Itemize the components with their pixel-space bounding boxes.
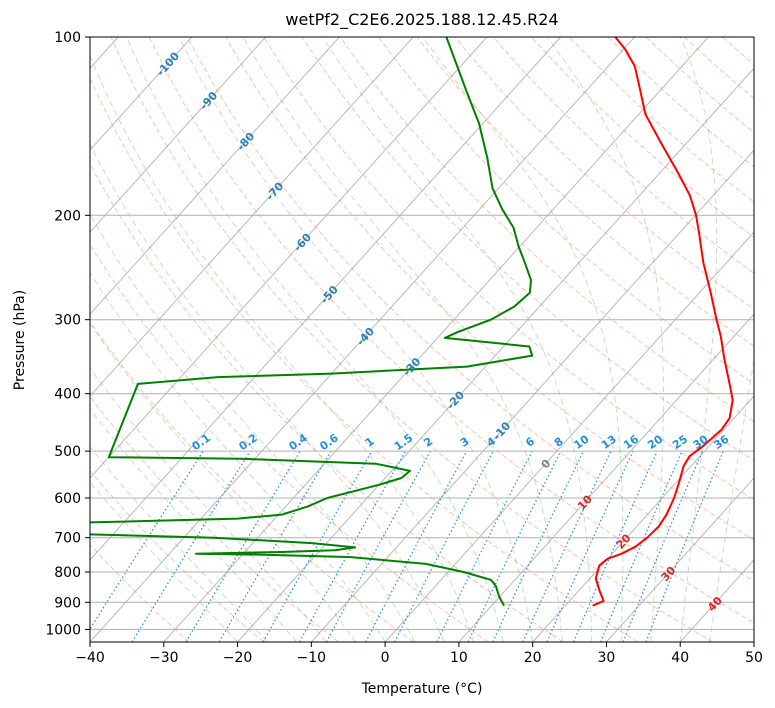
isotherm-line	[90, 37, 635, 642]
mixing-ratio-line	[365, 450, 468, 642]
x-tick-label: 20	[524, 650, 542, 666]
y-tick-label: 300	[54, 313, 81, 329]
moist-adiabat-line	[90, 272, 386, 642]
pressure-gridlines	[90, 37, 754, 630]
y-tick-label: 1000	[45, 622, 81, 638]
isotherm-line	[310, 149, 754, 642]
y-tick-label: 200	[54, 208, 81, 224]
mixing-ratio-line	[600, 450, 683, 642]
dry-adiabat-line	[225, 37, 754, 541]
isotherm-line	[90, 37, 266, 233]
isotherm-line	[753, 641, 754, 642]
x-tick-label: −40	[75, 650, 105, 666]
dry-adiabat-line	[148, 37, 754, 624]
chart-title: wetPf2_C2E6.2025.188.12.45.R24	[285, 10, 558, 30]
moist-adiabat-line	[90, 53, 475, 642]
y-axis: 100 200 300 400 500 600 700 800 900 1000	[45, 30, 90, 638]
isotherm-line	[90, 37, 488, 479]
dewpoint-line	[90, 37, 534, 607]
moist-adiabat-line	[679, 37, 718, 642]
isotherm-line	[532, 395, 754, 642]
moist-adiabat-line	[90, 481, 238, 642]
plot-frame	[89, 36, 755, 643]
mixing-ratio-line	[572, 450, 658, 642]
plot-area	[90, 37, 754, 642]
dry-adiabat-line	[378, 37, 754, 385]
y-tick-label: 700	[54, 531, 81, 547]
y-tick-label: 400	[54, 387, 81, 403]
mixing-ratio-line	[299, 450, 407, 642]
moist-adiabat-line	[242, 37, 563, 642]
dry-adiabat-line	[761, 37, 775, 642]
isotherm-line	[90, 37, 193, 151]
moist-adiabat-line	[90, 445, 268, 642]
moist-adiabat-line	[90, 322, 357, 642]
moist-adiabat-line	[422, 37, 624, 642]
x-tick-label: 30	[598, 650, 616, 666]
mixing-ratio-line	[622, 450, 704, 642]
mixing-ratio-line	[325, 450, 431, 642]
y-tick-label: 100	[54, 30, 81, 46]
temperature-line	[592, 37, 734, 607]
isotherm-line	[606, 477, 754, 642]
x-tick-label: 40	[671, 650, 689, 666]
mixing-ratio-line	[90, 450, 204, 631]
dry-adiabat-line	[187, 37, 754, 582]
moist-adiabat-line	[178, 37, 534, 642]
isotherm-line	[384, 231, 754, 642]
x-tick-label: 10	[450, 650, 468, 666]
x-tick-label: 0	[381, 650, 390, 666]
y-tick-label: 800	[54, 565, 81, 581]
x-tick-label: −30	[149, 650, 179, 666]
isotherm-lines	[90, 37, 754, 642]
x-axis-label: Temperature (°C)	[361, 681, 483, 697]
isotherm-line	[90, 37, 340, 315]
dry-adiabat-line	[339, 37, 754, 423]
isotherm-line	[163, 37, 709, 642]
x-tick-label: 50	[745, 650, 763, 666]
y-axis-label: Pressure (hPa)	[12, 290, 28, 390]
dry-adiabat-line	[454, 37, 754, 310]
dry-adiabat-line	[263, 37, 754, 501]
x-axis: −40 −30 −20 −10 0 10 20 30 40 50	[75, 642, 763, 666]
isotherm-line	[458, 313, 754, 642]
mixing-ratio-line	[645, 450, 724, 642]
sounding-series	[90, 37, 734, 607]
y-tick-label: 900	[54, 595, 81, 611]
y-tick-label: 500	[54, 444, 81, 460]
dry-adiabat-line	[90, 243, 489, 642]
moist-adiabats	[90, 37, 754, 642]
moist-adiabat-line	[90, 408, 297, 642]
moist-adiabat-line	[90, 143, 445, 642]
moist-adiabat-line	[709, 356, 754, 642]
isotherm-line	[90, 37, 562, 561]
moist-adiabat-line	[322, 37, 593, 642]
moist-adiabat-line	[126, 37, 504, 642]
dry-adiabat-line	[90, 76, 639, 642]
moist-adiabat-line	[546, 37, 664, 642]
x-tick-label: −10	[297, 650, 327, 666]
isotherm-line	[90, 37, 414, 397]
dry-adiabat-line	[90, 470, 265, 642]
mixing-ratio-line	[546, 450, 634, 642]
mixing-ratio-line	[436, 450, 533, 642]
x-tick-label: −20	[223, 650, 253, 666]
moist-adiabat-line	[90, 367, 327, 642]
isotherm-line	[237, 67, 754, 642]
y-tick-label: 600	[54, 491, 81, 507]
